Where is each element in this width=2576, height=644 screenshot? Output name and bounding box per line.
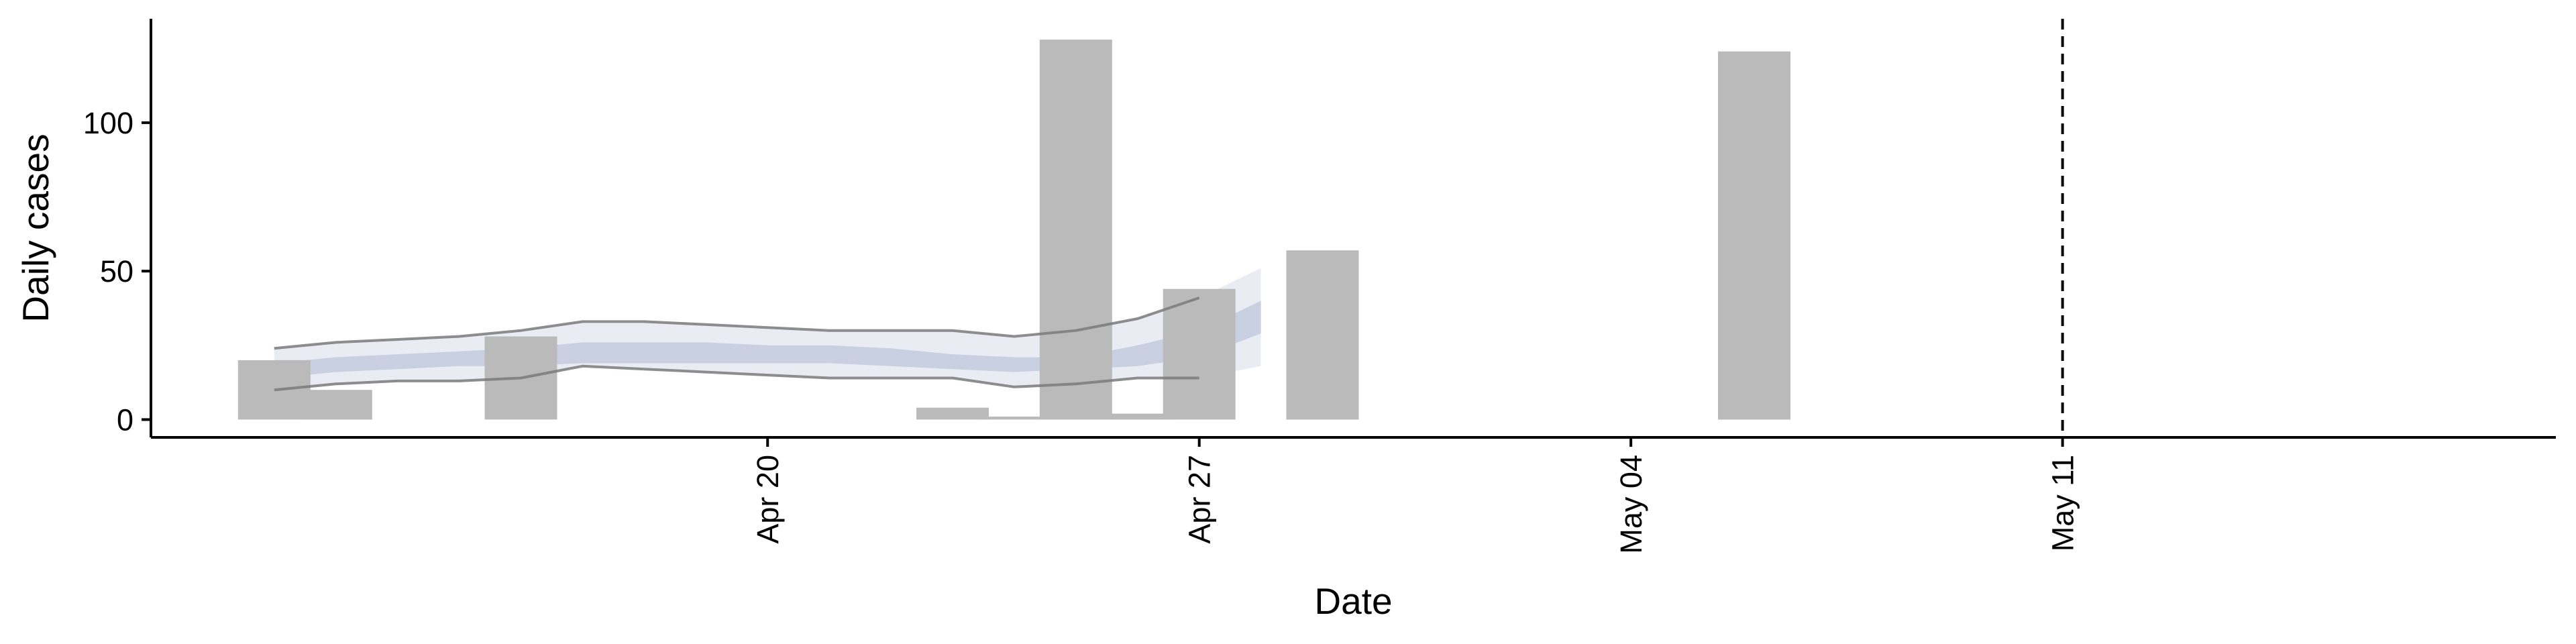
bar <box>1039 40 1112 420</box>
y-tick-label: 50 <box>100 254 133 288</box>
x-tick-label: Apr 27 <box>1183 455 1217 544</box>
bar <box>299 390 372 420</box>
x-tick-label: May 04 <box>1614 455 1648 554</box>
outer-interval-band <box>274 268 1261 390</box>
axes <box>150 19 2556 439</box>
bar-series <box>237 40 1790 420</box>
bar <box>1718 51 1790 420</box>
y-tick-label: 100 <box>83 106 133 140</box>
bar <box>916 407 989 420</box>
lower-bound-line <box>274 364 1199 392</box>
estimate-bands <box>274 268 1261 390</box>
bar <box>977 417 1051 420</box>
y-axis-title: Daily cases <box>15 133 56 322</box>
bar <box>1101 413 1174 420</box>
x-axis-ticks: Apr 20 Apr 27 May 04 May 11 <box>751 437 2080 554</box>
y-tick-label: 0 <box>117 402 133 437</box>
x-tick-label: Apr 20 <box>751 455 785 544</box>
x-tick-label: May 11 <box>2046 455 2080 551</box>
y-axis-ticks: 0 50 100 <box>83 106 151 437</box>
bar <box>1163 288 1236 420</box>
bar <box>1286 250 1359 420</box>
upper-bound-line <box>274 297 1200 350</box>
x-axis-title: Date <box>1314 580 1392 622</box>
